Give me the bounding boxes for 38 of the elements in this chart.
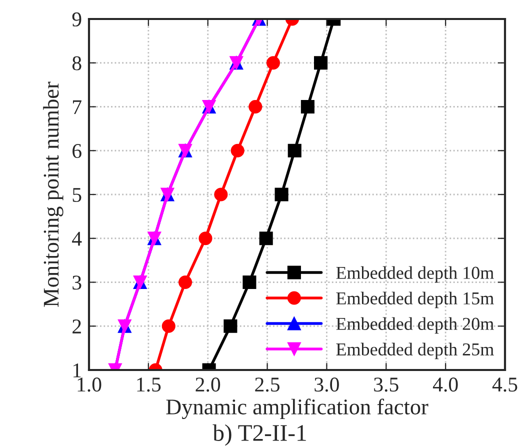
x-tick-label: 3.5 bbox=[374, 378, 398, 392]
point bbox=[224, 319, 238, 333]
point bbox=[314, 56, 328, 70]
point bbox=[288, 144, 302, 158]
x-tick-label: 3.0 bbox=[314, 378, 339, 392]
y-tick-label: 8 bbox=[72, 56, 82, 70]
x-tick-label: 1.0 bbox=[78, 378, 102, 392]
text: b) T2-II-1 bbox=[212, 424, 306, 446]
point bbox=[178, 275, 192, 290]
y-axis-title: Monitoring point number bbox=[43, 82, 64, 307]
point bbox=[242, 275, 256, 290]
point bbox=[248, 100, 262, 114]
legend-label: Embedded depth 25m bbox=[336, 342, 494, 360]
y-tick-label: 5 bbox=[72, 188, 82, 202]
point bbox=[230, 144, 244, 158]
x-tick-label: 4.0 bbox=[432, 378, 458, 392]
point bbox=[162, 319, 176, 333]
y-tick-label: 6 bbox=[72, 144, 82, 158]
y-tick-label: 9 bbox=[72, 12, 82, 26]
point bbox=[274, 188, 288, 202]
point bbox=[266, 56, 280, 70]
point bbox=[259, 232, 273, 246]
x-tick-label: 2.5 bbox=[255, 378, 280, 392]
x-axis-title: Dynamic amplification factor bbox=[166, 398, 428, 420]
point bbox=[198, 232, 212, 246]
legend-label: Embedded depth 15m bbox=[336, 292, 494, 308]
point bbox=[214, 188, 228, 202]
x-tick-label: 4.5 bbox=[492, 378, 518, 392]
x-tick-label: 2.0 bbox=[196, 378, 220, 392]
legend-label: Embedded depth 20m bbox=[336, 317, 494, 334]
y-tick-label: 2 bbox=[72, 320, 81, 334]
y-tick-label: 1 bbox=[73, 363, 81, 378]
point bbox=[300, 100, 314, 114]
legend-label: Embedded depth 10m bbox=[336, 266, 494, 283]
y-tick-label: 3 bbox=[72, 276, 82, 290]
x-tick-label: 1.5 bbox=[137, 378, 161, 392]
y-tick-label: 7 bbox=[73, 100, 82, 114]
y-tick-label: 4 bbox=[72, 232, 82, 246]
